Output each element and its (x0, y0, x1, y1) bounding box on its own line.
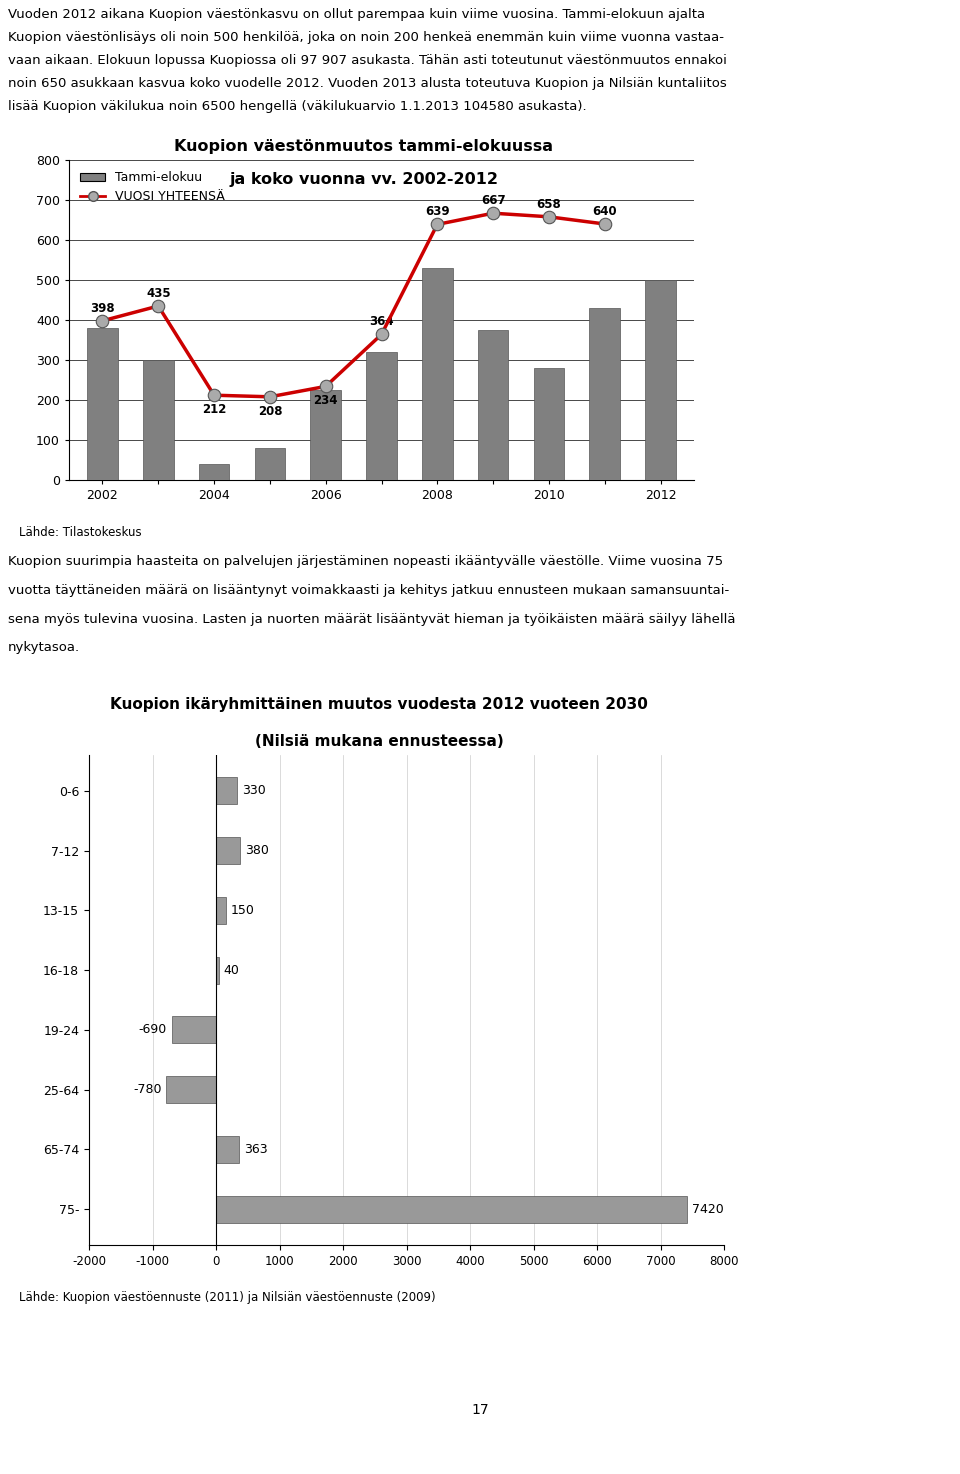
Text: 330: 330 (242, 784, 266, 797)
Text: ja koko vuonna vv. 2002-2012: ja koko vuonna vv. 2002-2012 (229, 172, 498, 187)
Bar (310, 391, 341, 481)
Text: Vuoden 2012 aikana Kuopion väestönkasvu on ollut parempaa kuin viime vuosina. Ta: Vuoden 2012 aikana Kuopion väestönkasvu … (8, 7, 706, 21)
Text: 435: 435 (146, 287, 171, 301)
Text: (Nilsiä mukana ennusteessa): (Nilsiä mukana ennusteessa) (254, 734, 503, 749)
Text: Kuopion suurimpia haasteita on palvelujen järjestäminen nopeasti ikääntyvälle vä: Kuopion suurimpia haasteita on palveluje… (8, 556, 723, 567)
Bar (216, 1136, 239, 1163)
Bar (216, 837, 240, 864)
Bar (589, 308, 620, 481)
Text: 234: 234 (314, 395, 338, 407)
Text: -780: -780 (132, 1083, 161, 1097)
Text: vuotta täyttäneiden määrä on lisääntynyt voimakkaasti ja kehitys jatkuu ennustee: vuotta täyttäneiden määrä on lisääntynyt… (8, 584, 730, 597)
Text: noin 650 asukkaan kasvua koko vuodelle 2012. Vuoden 2013 alusta toteutuva Kuopio: noin 650 asukkaan kasvua koko vuodelle 2… (8, 77, 727, 90)
Bar (534, 368, 564, 481)
Bar (87, 329, 118, 481)
Bar (143, 360, 174, 481)
Text: 7420: 7420 (692, 1203, 724, 1216)
Text: sena myös tulevina vuosina. Lasten ja nuorten määrät lisääntyvät hieman ja työik: sena myös tulevina vuosina. Lasten ja nu… (8, 613, 735, 625)
Text: lisää Kuopion väkilukua noin 6500 hengellä (väkilukuarvio 1.1.2013 104580 asukas: lisää Kuopion väkilukua noin 6500 hengel… (8, 100, 587, 113)
Text: 364: 364 (370, 315, 394, 329)
Text: Kuopion väestönlisäys oli noin 500 henkilöä, joka on noin 200 henkeä enemmän kui: Kuopion väestönlisäys oli noin 500 henki… (8, 31, 724, 44)
Text: 380: 380 (245, 845, 269, 856)
Text: Lähde: Kuopion väestöennuste (2011) ja Nilsiän väestöennuste (2009): Lähde: Kuopion väestöennuste (2011) ja N… (19, 1291, 436, 1304)
Bar (166, 1076, 216, 1103)
Bar (216, 1195, 687, 1223)
Text: nykytasoa.: nykytasoa. (8, 641, 80, 654)
Bar (422, 268, 453, 481)
Text: 658: 658 (537, 198, 562, 211)
Text: 667: 667 (481, 195, 505, 208)
Bar (172, 1017, 216, 1044)
Text: 363: 363 (244, 1142, 268, 1156)
Text: 212: 212 (202, 404, 227, 416)
Bar (216, 777, 237, 805)
Bar (199, 464, 229, 481)
Bar (366, 352, 396, 481)
Text: 40: 40 (224, 964, 239, 977)
Bar (254, 448, 285, 481)
Bar (645, 280, 676, 481)
Text: 639: 639 (425, 205, 449, 218)
Text: 398: 398 (90, 302, 115, 315)
Text: 17: 17 (471, 1403, 489, 1417)
Legend: Tammi-elokuu, VUOSI YHTEENSÄ: Tammi-elokuu, VUOSI YHTEENSÄ (75, 167, 230, 208)
Text: 208: 208 (257, 405, 282, 417)
Text: Kuopion väestönmuutos tammi-elokuussa: Kuopion väestönmuutos tammi-elokuussa (175, 139, 554, 153)
Text: vaan aikaan. Elokuun lopussa Kuopiossa oli 97 907 asukasta. Tähän asti toteutunu: vaan aikaan. Elokuun lopussa Kuopiossa o… (8, 55, 727, 66)
Text: -690: -690 (139, 1023, 167, 1036)
Text: 150: 150 (230, 904, 254, 917)
Text: Kuopion ikäryhmittäinen muutos vuodesta 2012 vuoteen 2030: Kuopion ikäryhmittäinen muutos vuodesta … (110, 697, 648, 712)
Text: 640: 640 (592, 205, 617, 218)
Text: Lähde: Tilastokeskus: Lähde: Tilastokeskus (19, 526, 142, 539)
Bar (216, 957, 219, 983)
Bar (216, 896, 226, 924)
Bar (478, 330, 509, 481)
